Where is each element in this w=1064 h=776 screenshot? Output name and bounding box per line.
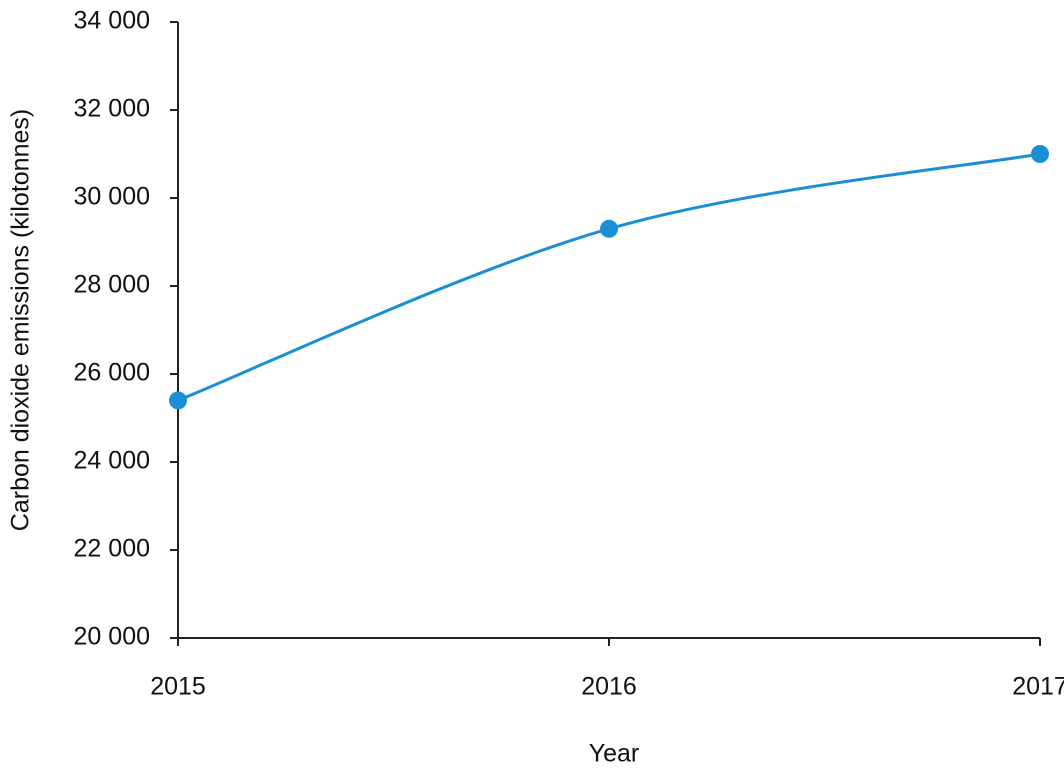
x-axis-label: Year (589, 740, 640, 768)
y-tick-label: 24 000 (74, 447, 150, 475)
point (600, 219, 618, 238)
y-axis-label: Carbon dioxide emissions (kilotonnes) (7, 109, 35, 531)
y-tick-label: 26 000 (74, 359, 150, 387)
y-tick-label: 20 000 (74, 623, 150, 651)
point (1031, 145, 1049, 163)
x-tick-label: 2016 (581, 673, 637, 701)
y-tick-label: 28 000 (74, 271, 150, 299)
point (169, 391, 187, 410)
x-tick-label: 2017 (1012, 673, 1064, 701)
line (177, 152, 1041, 402)
y-tick-label: 34 000 (74, 7, 150, 35)
y-tick-label: 32 000 (74, 95, 150, 123)
y-tick-label: 30 000 (74, 183, 150, 211)
y-tick-label: 22 000 (74, 535, 150, 563)
x-tick-label: 2015 (150, 673, 206, 701)
